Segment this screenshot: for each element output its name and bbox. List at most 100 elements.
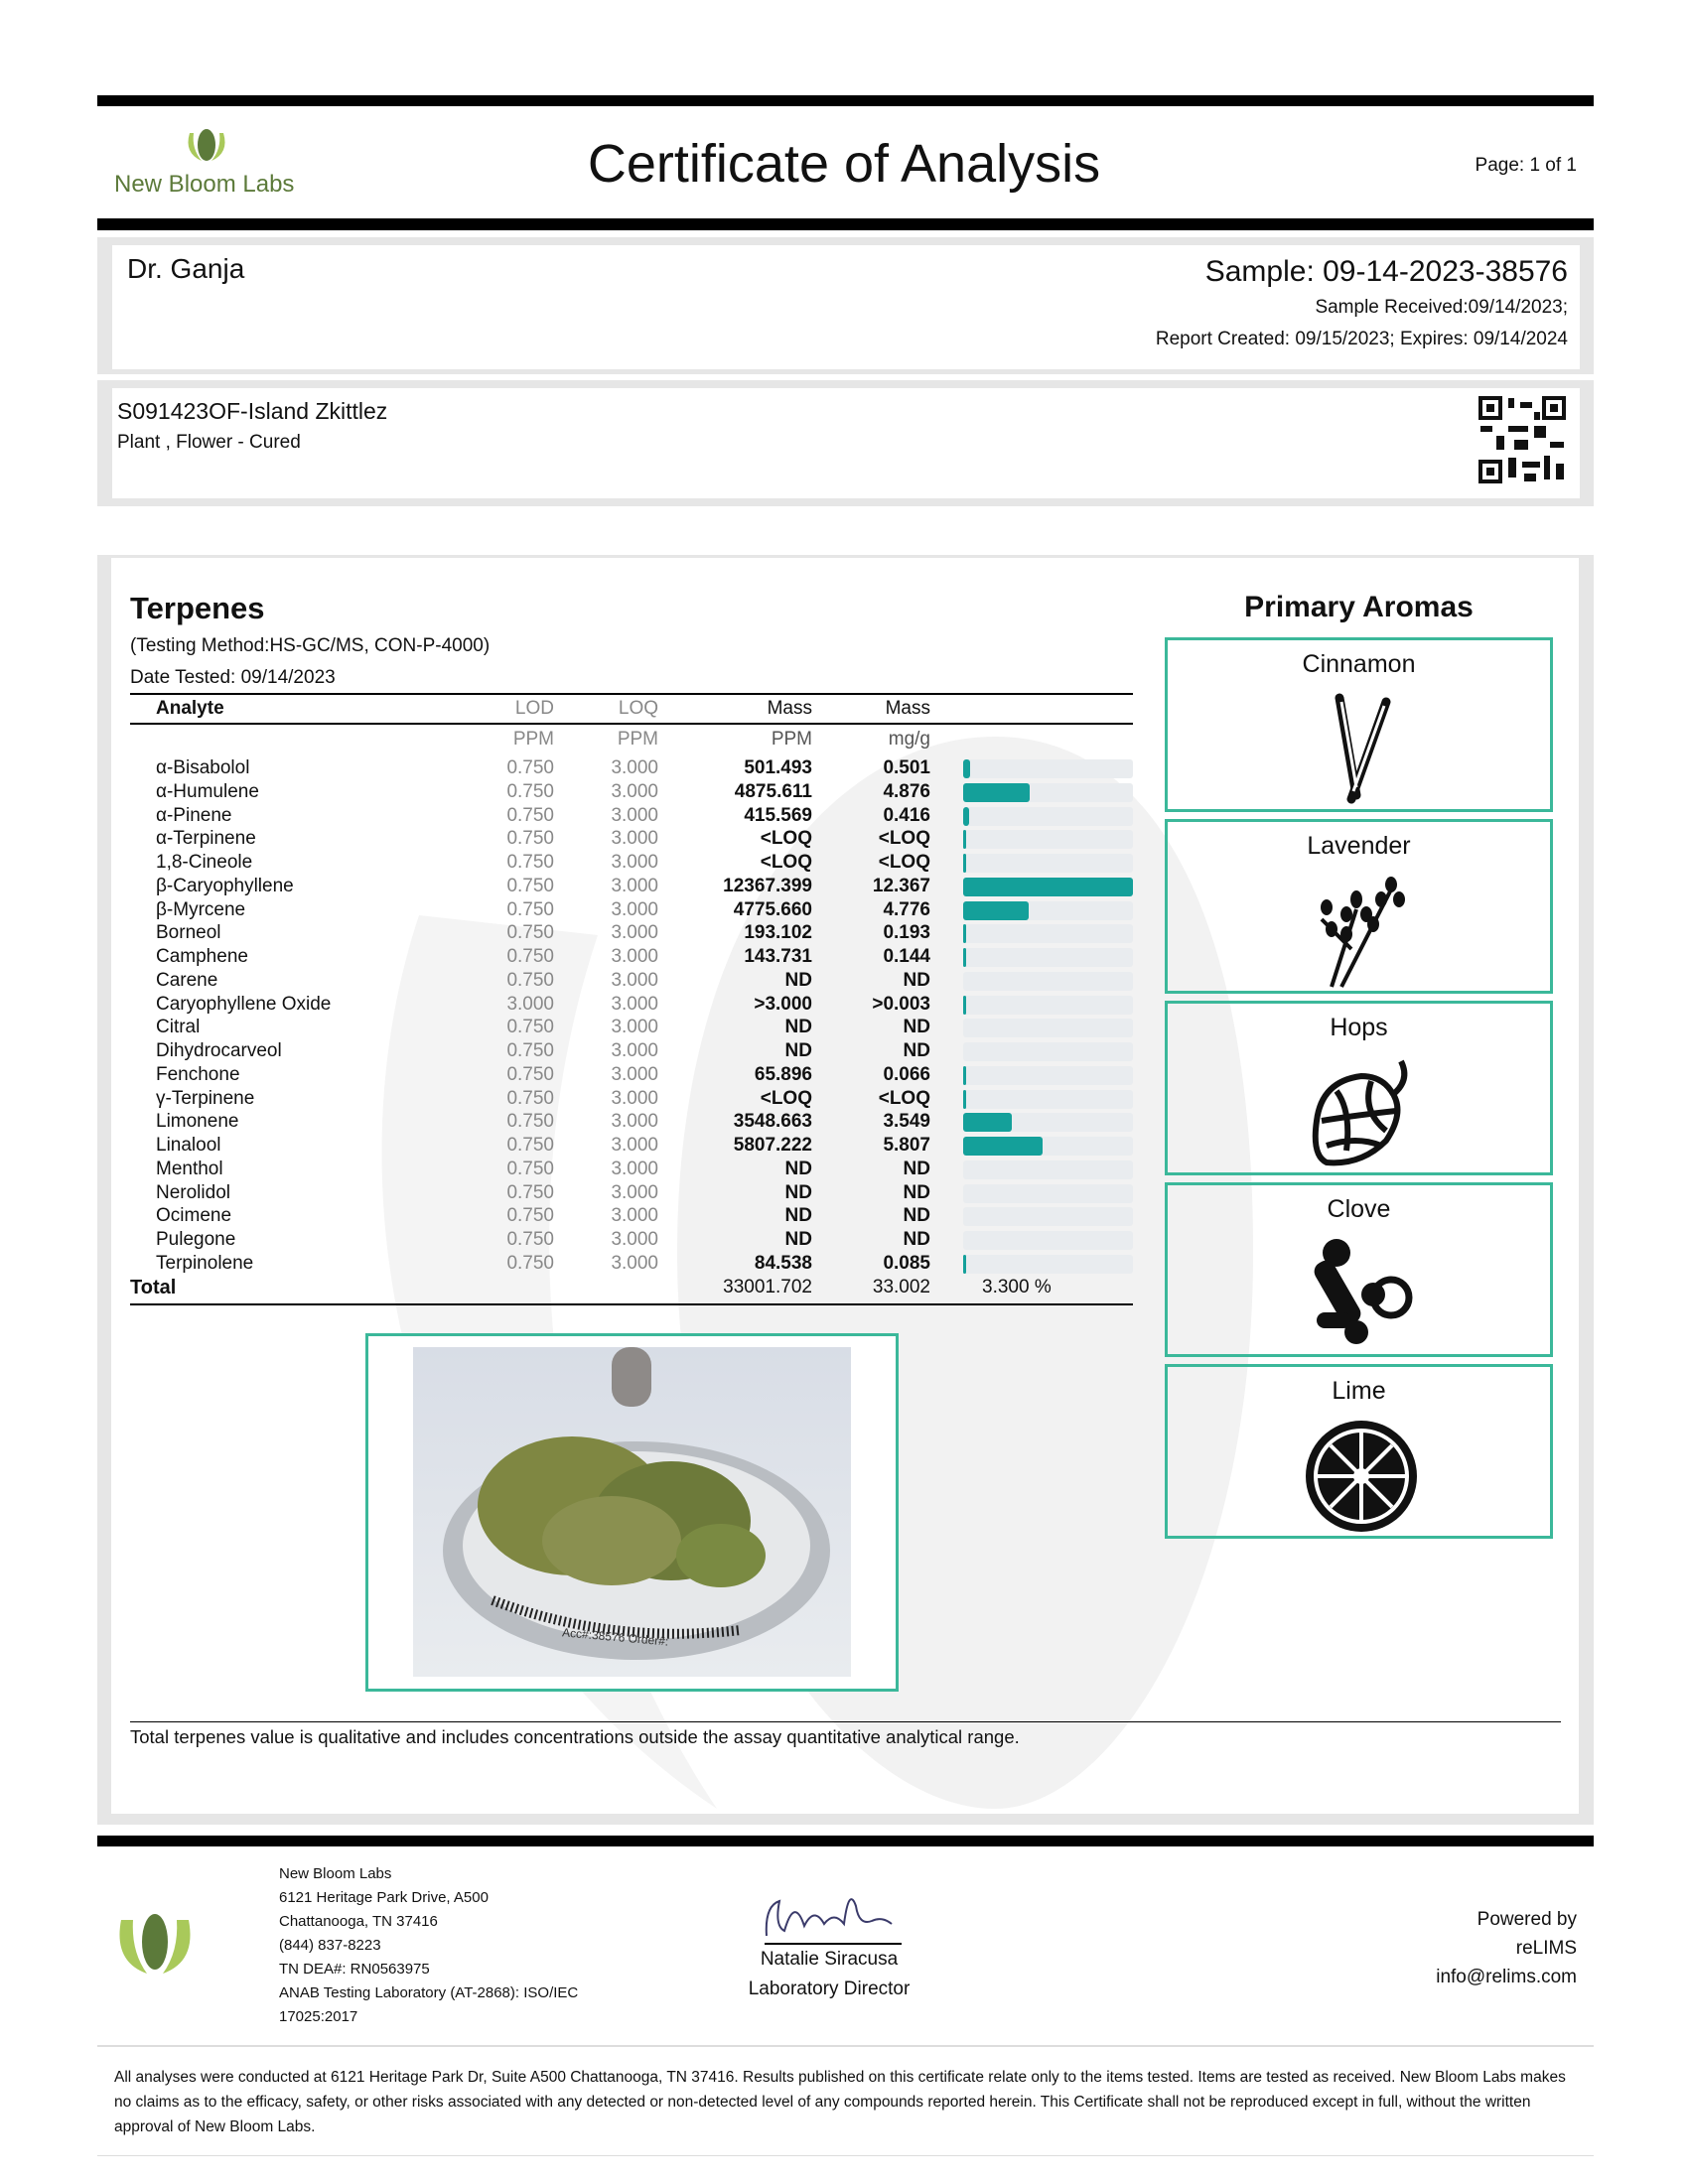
analyte-name: Carene (156, 969, 218, 991)
mass-mg: 0.085 (883, 1252, 930, 1274)
analyte-name: α-Humulene (156, 780, 259, 802)
level-bar-fill (963, 877, 1133, 896)
mass-ppm: 193.102 (744, 922, 812, 944)
signature-icon (765, 1898, 902, 1945)
mass-ppm: 12367.399 (723, 875, 812, 896)
address-line: (844) 837-8223 (279, 1937, 381, 1954)
loq-value: 3.000 (611, 875, 658, 896)
analyte-name: Dihydrocarveol (156, 1040, 282, 1061)
table-row: β-Caryophyllene 0.750 3.000 12367.399 12.367 (130, 875, 1133, 898)
level-bar-fill (963, 948, 966, 967)
mass-ppm: 4775.660 (733, 898, 812, 920)
total-percent: 3.300 % (982, 1277, 1052, 1297)
mass-mg: 5.807 (883, 1135, 930, 1156)
level-bar-track (963, 830, 1133, 850)
aroma-card-cinnamon: Cinnamon (1165, 637, 1553, 812)
aroma-label: Cinnamon (1302, 650, 1416, 678)
analyte-name: Fenchone (156, 1063, 240, 1085)
header-rule (97, 218, 1594, 230)
address-line: New Bloom Labs (279, 1865, 392, 1882)
total-mg: 33.002 (872, 1277, 930, 1297)
table-row: α-Humulene 0.750 3.000 4875.611 4.876 (130, 780, 1133, 804)
level-bar-fill (963, 806, 969, 826)
level-bar-track (963, 759, 1133, 778)
mass-mg: ND (903, 1205, 930, 1227)
table-row: α-Pinene 0.750 3.000 415.569 0.416 (130, 804, 1133, 828)
level-bar-fill (963, 854, 966, 873)
analyte-name: Borneol (156, 922, 221, 944)
level-bar-track (963, 782, 1133, 802)
table-row: 1,8-Cineole 0.750 3.000 <LOQ <LOQ (130, 851, 1133, 875)
loq-value: 3.000 (611, 757, 658, 778)
page-number: Page: 1 of 1 (1475, 155, 1577, 176)
table-row: Linalool 0.750 3.000 5807.222 5.807 (130, 1134, 1133, 1158)
product-name: S091423OF-Island Zkittlez (117, 398, 388, 424)
page-title: Certificate of Analysis (587, 134, 1101, 194)
level-bar-track (963, 1137, 1133, 1156)
mass-mg: ND (903, 1017, 930, 1038)
table-row: Fenchone 0.750 3.000 65.896 0.066 (130, 1063, 1133, 1087)
lod-value: 0.750 (506, 969, 554, 991)
mass-mg: 3.549 (883, 1111, 930, 1133)
analyte-name: β-Caryophyllene (156, 875, 294, 896)
analyte-name: Citral (156, 1017, 201, 1038)
mass-mg: 4.876 (883, 780, 930, 802)
analyte-name: β-Myrcene (156, 898, 246, 920)
level-bar-track (963, 948, 1133, 967)
table-row: Caryophyllene Oxide 3.000 3.000 >3.000 >0.00… (130, 993, 1133, 1017)
contact-email[interactable]: info@relims.com (1436, 1967, 1577, 1987)
table-row: Pulegone 0.750 3.000 ND ND (130, 1228, 1133, 1252)
address-line: ANAB Testing Laboratory (AT-2868): ISO/I… (279, 1984, 579, 2001)
loq-value: 3.000 (611, 1181, 658, 1203)
mass-mg: 0.144 (883, 946, 930, 967)
analyte-name: Ocimene (156, 1205, 232, 1227)
mass-mg: ND (903, 969, 930, 991)
table-row: Terpinolene 0.750 3.000 84.538 0.085 (130, 1252, 1133, 1276)
table-row: Dihydrocarveol 0.750 3.000 ND ND (130, 1039, 1133, 1063)
table-row: β-Myrcene 0.750 3.000 4775.660 4.776 (130, 898, 1133, 922)
level-bar-track (963, 1019, 1133, 1038)
qr-code-icon (1478, 396, 1566, 483)
units-row: PPM PPM PPM mg/g (130, 728, 1133, 751)
brand-logo: New Bloom Labs (114, 127, 313, 202)
lod-value: 0.750 (506, 922, 554, 944)
mass-ppm: ND (784, 1229, 812, 1250)
analyte-name: α-Terpinene (156, 828, 256, 850)
aroma-card-clove: Clove (1165, 1182, 1553, 1357)
mass-ppm: <LOQ (760, 852, 812, 873)
aroma-label: Hops (1330, 1014, 1388, 1041)
loq-value: 3.000 (611, 1205, 658, 1227)
level-bar-fill (963, 995, 966, 1015)
lod-value: 0.750 (506, 898, 554, 920)
analyte-name: Menthol (156, 1158, 223, 1179)
lod-value: 0.750 (506, 1111, 554, 1133)
mass-ppm: 5807.222 (733, 1135, 812, 1156)
level-bar-track (963, 1065, 1133, 1085)
analyte-name: Camphene (156, 946, 248, 967)
signer-name: Natalie Siracusa (760, 1949, 899, 1970)
cinnamon-icon (1335, 693, 1391, 804)
level-bar-track (963, 924, 1133, 944)
level-bar-track (963, 1183, 1133, 1203)
date-tested: Date Tested: 09/14/2023 (130, 667, 336, 688)
mass-mg: ND (903, 1040, 930, 1061)
analyte-name: Caryophyllene Oxide (156, 993, 332, 1015)
product-type: Plant , Flower - Cured (117, 432, 301, 453)
sample-photo-frame: Acc#:38576 Order#: (365, 1333, 899, 1692)
table-row: Carene 0.750 3.000 ND ND (130, 969, 1133, 993)
loq-value: 3.000 (611, 1252, 658, 1274)
clove-icon (1314, 1239, 1413, 1344)
loq-value: 3.000 (611, 1063, 658, 1085)
loq-value: 3.000 (611, 1229, 658, 1250)
signer-title: Laboratory Director (748, 1979, 911, 1999)
level-bar-track (963, 995, 1133, 1015)
analyte-name: Pulegone (156, 1229, 236, 1250)
mass-ppm: ND (784, 1181, 812, 1203)
lod-value: 0.750 (506, 757, 554, 778)
lod-value: 0.750 (506, 1181, 554, 1203)
aroma-card-hops: Hops (1165, 1001, 1553, 1175)
table-row: Menthol 0.750 3.000 ND ND (130, 1158, 1133, 1181)
aroma-label: Lime (1332, 1377, 1386, 1405)
level-bar-track (963, 1231, 1133, 1250)
level-bar-track (963, 1160, 1133, 1179)
